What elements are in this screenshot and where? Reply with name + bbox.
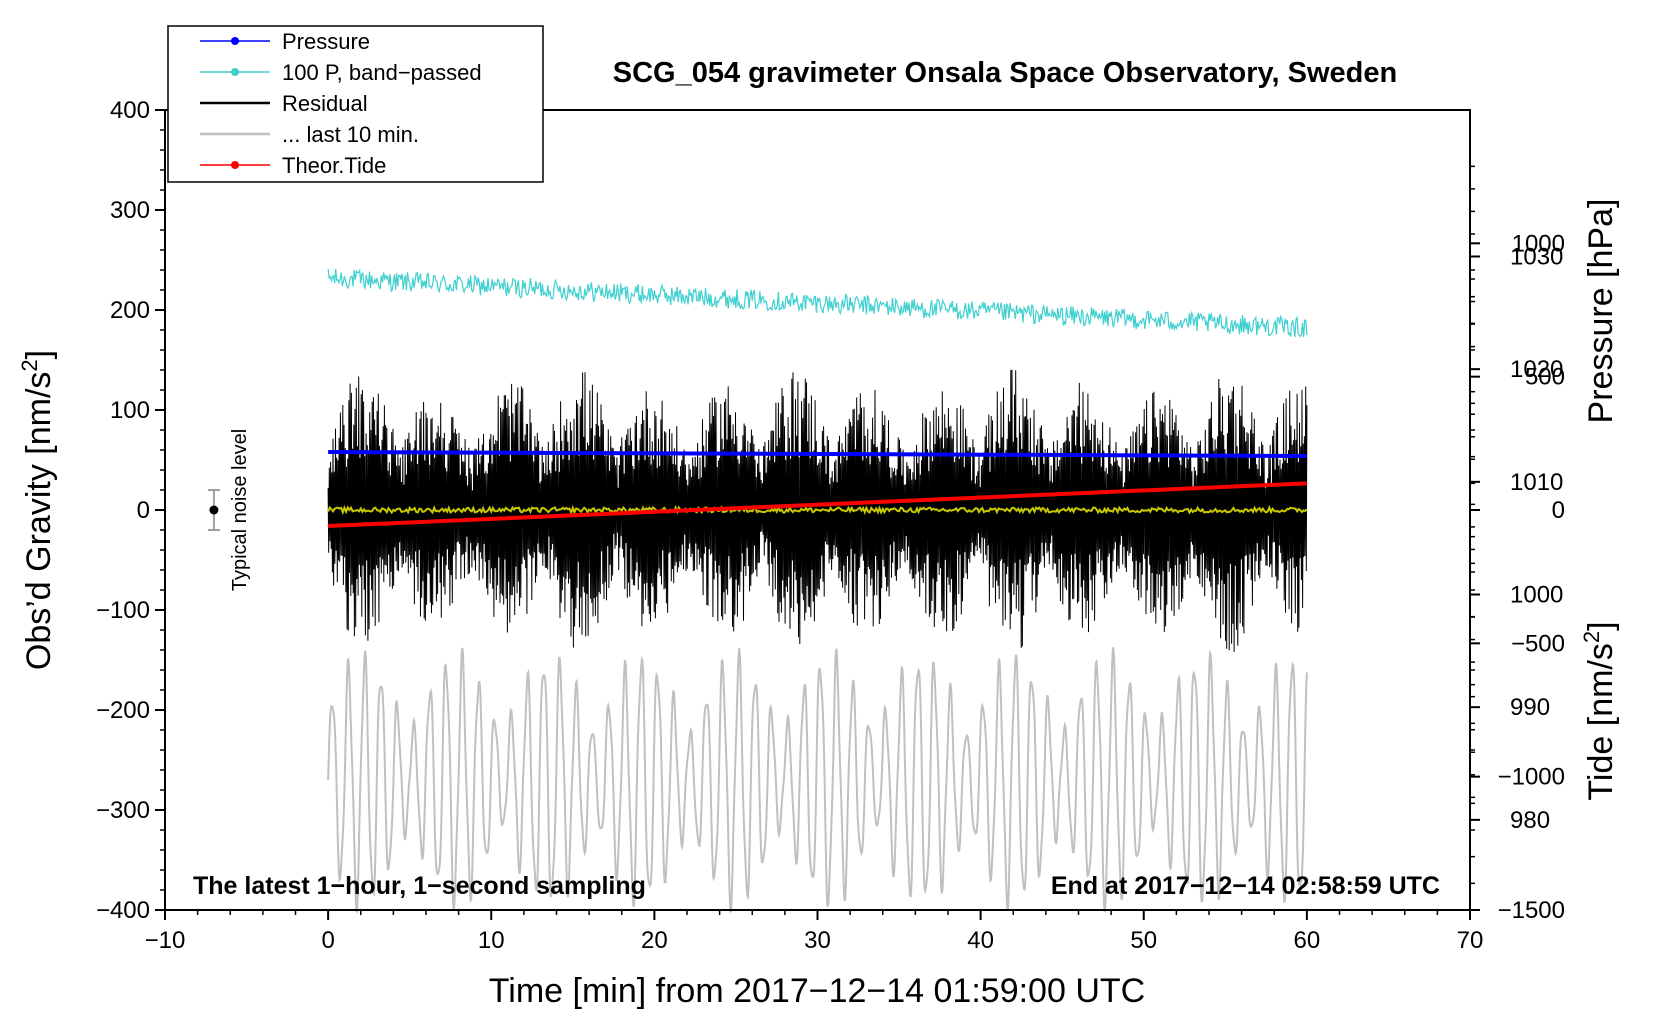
y-tick-label-left: 200 — [110, 297, 150, 324]
y-axis-label-pressure: Pressure [hPa] — [1582, 199, 1620, 424]
series-residual-line — [327, 369, 1308, 652]
y-axis-label-left-sup: 2 — [17, 359, 42, 371]
y-tick-label-tide: −500 — [1511, 630, 1565, 657]
series-band-passed-line — [327, 268, 1308, 338]
y-tick-label-left: −200 — [96, 697, 150, 724]
y-tick-label-left: 100 — [110, 397, 150, 424]
y-tick-label-tide: 0 — [1552, 497, 1565, 524]
legend-item: Theor.Tide — [200, 153, 386, 178]
legend-item: Residual — [200, 91, 368, 116]
noise-dot — [209, 505, 219, 515]
x-tick-label: 60 — [1294, 927, 1321, 954]
y-tick-label-left: −300 — [96, 797, 150, 824]
y-tick-label-pressure: 1000 — [1510, 582, 1563, 609]
legend-label: Pressure — [282, 29, 370, 54]
series-last-10-min-line — [327, 647, 1308, 914]
legend-item: Pressure — [200, 29, 370, 54]
legend-label: ... last 10 min. — [282, 122, 419, 147]
tick-layer: −10 0 10 20 30 40 50 60 704003002001000−100−200−… — [96, 97, 1565, 954]
y-axis-label-tide: Tide [nm/s2] — [1579, 621, 1620, 800]
legend-marker — [231, 37, 239, 45]
legend-marker — [231, 161, 239, 169]
y-tick-label-tide: 500 — [1525, 364, 1565, 391]
y-tick-label-pressure: 1010 — [1510, 469, 1563, 496]
x-tick-label: 10 — [478, 927, 505, 954]
y-tick-label-pressure: 1020 — [1510, 356, 1563, 383]
x-tick-label: 0 — [321, 927, 334, 954]
y-tick-label-pressure: 990 — [1510, 694, 1550, 721]
y-tick-label-tide: −1000 — [1498, 764, 1565, 791]
y-tick-label-left: 400 — [110, 97, 150, 124]
series-residual-filtered-line — [327, 504, 1308, 516]
series-pressure-line — [328, 450, 1307, 458]
y-axis-label-tide-end: ] — [1582, 621, 1620, 630]
x-axis-label: Time [min] from 2017−12−14 01:59:00 UTC — [489, 972, 1145, 1010]
legend-item: ... last 10 min. — [200, 122, 419, 147]
legend-label: Theor.Tide — [282, 153, 386, 178]
y-axis-label-left: Obs’d Gravity [nm/s2] — [17, 350, 58, 670]
y-tick-label-pressure: 980 — [1510, 807, 1550, 834]
x-tick-label: −10 — [145, 927, 186, 954]
y-tick-label-left: −100 — [96, 597, 150, 624]
end-time-note: End at 2017−12−14 02:58:59 UTC — [1051, 872, 1440, 900]
y-tick-label-pressure: 1030 — [1510, 243, 1563, 270]
y-tick-label-left: 0 — [137, 497, 150, 524]
legend-items: Pressure 100 P, band−passed Residual ... la… — [200, 29, 482, 178]
x-tick-label: 40 — [967, 927, 994, 954]
y-axis-label-tide-sup: 2 — [1579, 631, 1604, 643]
x-tick-label: 50 — [1130, 927, 1157, 954]
legend: Pressure 100 P, band−passed Residual ... la… — [167, 25, 544, 183]
noise-label: Typical noise level — [229, 429, 251, 591]
x-tick-label: 20 — [641, 927, 668, 954]
series-layer — [327, 268, 1308, 914]
y-axis-label-tide-main: Tide [nm/s — [1582, 643, 1620, 800]
y-tick-label-tide: 1000 — [1512, 230, 1565, 257]
legend-item: 100 P, band−passed — [200, 60, 482, 85]
y-axis-label-left-end: ] — [20, 350, 58, 359]
legend-label: 100 P, band−passed — [282, 60, 482, 85]
y-axis-label-left-main: Obs’d Gravity [nm/s — [20, 372, 58, 671]
legend-label: Residual — [282, 91, 368, 116]
sampling-note: The latest 1−hour, 1−second sampling — [193, 872, 646, 900]
x-tick-label: 70 — [1457, 927, 1484, 954]
y-tick-label-left: −400 — [96, 897, 150, 924]
y-tick-label-left: 300 — [110, 197, 150, 224]
legend-marker — [231, 68, 239, 76]
noise-indicator: Typical noise level — [207, 429, 251, 591]
y-tick-label-tide: −1500 — [1498, 897, 1565, 924]
chart-title: SCG_054 gravimeter Onsala Space Observat… — [613, 57, 1397, 89]
x-tick-label: 30 — [804, 927, 831, 954]
series-tide-line — [328, 481, 1307, 528]
